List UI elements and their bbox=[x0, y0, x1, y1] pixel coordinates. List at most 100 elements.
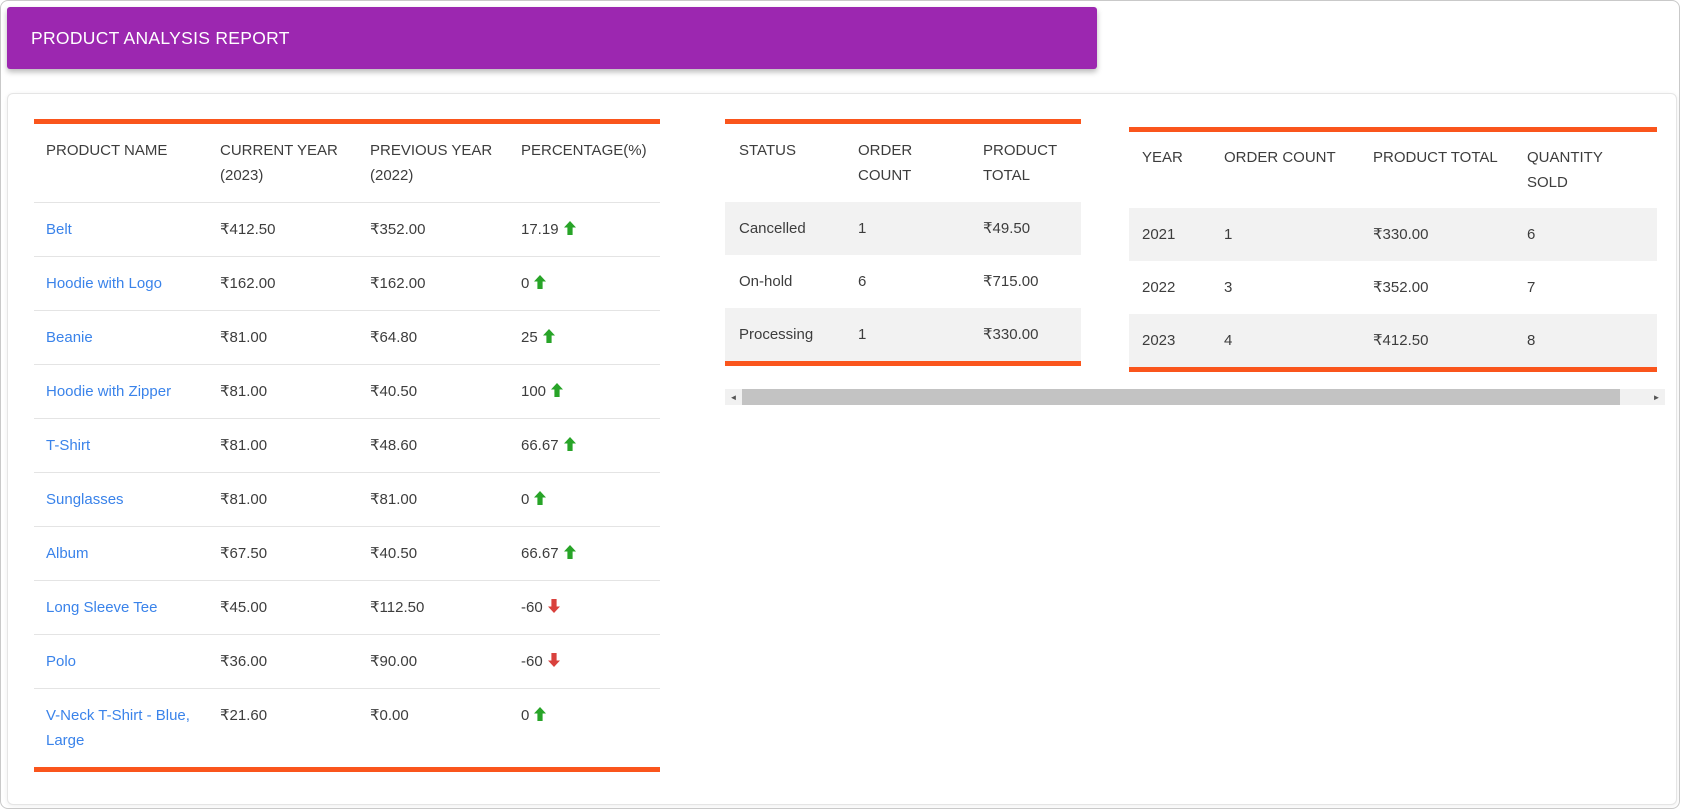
report-banner: PRODUCT ANALYSIS REPORT bbox=[7, 7, 1097, 69]
col-percentage: PERCENTAGE(%) bbox=[521, 142, 647, 159]
content-card: PRODUCT NAME CURRENT YEAR (2023) PREVIOU… bbox=[7, 93, 1677, 805]
product-total-cell: ₹49.50 bbox=[983, 220, 1031, 237]
previous-year-cell: ₹40.50 bbox=[370, 545, 418, 562]
order-count-cell: 1 bbox=[858, 326, 867, 343]
product-link[interactable]: Beanie bbox=[46, 329, 93, 346]
current-year-cell: ₹36.00 bbox=[220, 653, 268, 670]
previous-year-cell: ₹40.50 bbox=[370, 383, 418, 400]
col-year: YEAR bbox=[1142, 149, 1183, 166]
table-row: T-Shirt ₹81.00 ₹48.60 66.67 bbox=[34, 418, 660, 473]
percentage-cell: 66.67 bbox=[509, 527, 660, 581]
table-row: Polo ₹36.00 ₹90.00 -60 bbox=[34, 634, 660, 689]
previous-year-cell: ₹112.50 bbox=[370, 599, 425, 616]
table-row: 2021 1 ₹330.00 6 bbox=[1129, 208, 1657, 261]
order-count-cell: 1 bbox=[858, 220, 867, 237]
scroll-right-icon: ► bbox=[1652, 392, 1661, 402]
product-link[interactable]: Polo bbox=[46, 653, 77, 670]
col-previous-year: PREVIOUS YEAR (2022) bbox=[370, 142, 493, 184]
current-year-cell: ₹162.00 bbox=[220, 275, 276, 292]
table-row: Hoodie with Logo ₹162.00 ₹162.00 0 bbox=[34, 256, 660, 311]
table-header-row: STATUS ORDER COUNT PRODUCT TOTAL bbox=[725, 122, 1081, 203]
table-row: Hoodie with Zipper ₹81.00 ₹40.50 100 bbox=[34, 364, 660, 419]
current-year-cell: ₹81.00 bbox=[220, 329, 268, 346]
table-row: Belt ₹412.50 ₹352.00 17.19 bbox=[34, 202, 660, 257]
product-name-cell: Beanie bbox=[34, 311, 208, 365]
product-total-cell: ₹330.00 bbox=[983, 326, 1039, 343]
year-cell: 2022 bbox=[1142, 279, 1176, 296]
percentage-cell: 0 bbox=[509, 473, 660, 527]
quantity-sold-cell: 7 bbox=[1527, 279, 1536, 296]
percentage-cell: 25 bbox=[509, 311, 660, 365]
table-row: Long Sleeve Tee ₹45.00 ₹112.50 -60 bbox=[34, 580, 660, 635]
product-total-cell: ₹715.00 bbox=[983, 273, 1039, 290]
scrollbar-left-button[interactable]: ◄ bbox=[725, 389, 742, 405]
col-status: STATUS bbox=[739, 142, 796, 159]
product-link[interactable]: Hoodie with Logo bbox=[46, 275, 162, 292]
col-order-count: ORDER COUNT bbox=[858, 142, 913, 184]
product-name-cell: Sunglasses bbox=[34, 473, 208, 527]
col-product-total: PRODUCT TOTAL bbox=[1373, 149, 1498, 166]
previous-year-cell: ₹48.60 bbox=[370, 437, 418, 454]
current-year-cell: ₹21.60 bbox=[220, 707, 268, 724]
percentage-value: 66.67 bbox=[521, 437, 559, 454]
current-year-cell: ₹81.00 bbox=[220, 437, 268, 454]
product-link[interactable]: Sunglasses bbox=[46, 491, 124, 508]
page-title: PRODUCT ANALYSIS REPORT bbox=[31, 27, 290, 48]
previous-year-cell: ₹64.80 bbox=[370, 329, 418, 346]
table-row: Processing 1 ₹330.00 bbox=[725, 308, 1081, 364]
horizontal-scrollbar[interactable]: ◄ ► bbox=[725, 389, 1665, 405]
trend-up-icon bbox=[563, 545, 576, 559]
trend-up-icon bbox=[542, 329, 555, 343]
table-row: Cancelled 1 ₹49.50 bbox=[725, 202, 1081, 255]
current-year-cell: ₹67.50 bbox=[220, 545, 268, 562]
current-year-cell: ₹45.00 bbox=[220, 599, 268, 616]
col-product-total: PRODUCT TOTAL bbox=[983, 142, 1057, 184]
scrollbar-thumb[interactable] bbox=[742, 389, 1620, 405]
status-cell: Processing bbox=[739, 326, 814, 343]
current-year-cell: ₹81.00 bbox=[220, 383, 268, 400]
product-name-cell: Polo bbox=[34, 635, 208, 689]
yearly-summary-table: YEAR ORDER COUNT PRODUCT TOTAL QUANTITY … bbox=[1129, 127, 1657, 372]
percentage-cell: 0 bbox=[509, 257, 660, 311]
percentage-value: 0 bbox=[521, 275, 530, 292]
table-row: 2023 4 ₹412.50 8 bbox=[1129, 314, 1657, 370]
previous-year-cell: ₹90.00 bbox=[370, 653, 418, 670]
percentage-value: 100 bbox=[521, 383, 547, 400]
product-link[interactable]: Long Sleeve Tee bbox=[46, 599, 158, 616]
product-link[interactable]: T-Shirt bbox=[46, 437, 91, 454]
product-name-cell: V-Neck T-Shirt - Blue, Large bbox=[34, 689, 208, 770]
product-link[interactable]: V-Neck T-Shirt - Blue, Large bbox=[46, 707, 190, 749]
previous-year-cell: ₹81.00 bbox=[370, 491, 418, 508]
product-name-cell: Album bbox=[34, 527, 208, 581]
percentage-cell: 17.19 bbox=[509, 203, 660, 257]
product-link[interactable]: Hoodie with Zipper bbox=[46, 383, 172, 400]
col-order-count: ORDER COUNT bbox=[1224, 149, 1336, 166]
percentage-cell: 100 bbox=[509, 365, 660, 419]
scrollbar-right-button[interactable]: ► bbox=[1648, 389, 1665, 405]
percentage-value: 0 bbox=[521, 707, 530, 724]
trend-up-icon bbox=[563, 221, 576, 235]
percentage-value: -60 bbox=[521, 599, 543, 616]
table-header-row: YEAR ORDER COUNT PRODUCT TOTAL QUANTITY … bbox=[1129, 130, 1657, 209]
previous-year-cell: ₹162.00 bbox=[370, 275, 426, 292]
trend-up-icon bbox=[563, 437, 576, 451]
order-count-cell: 6 bbox=[858, 273, 867, 290]
product-comparison-table: PRODUCT NAME CURRENT YEAR (2023) PREVIOU… bbox=[34, 119, 660, 772]
previous-year-cell: ₹352.00 bbox=[370, 221, 426, 238]
percentage-value: 0 bbox=[521, 491, 530, 508]
order-status-table: STATUS ORDER COUNT PRODUCT TOTAL Cancell… bbox=[725, 119, 1081, 366]
percentage-cell: -60 bbox=[509, 581, 660, 635]
table-row: V-Neck T-Shirt - Blue, Large ₹21.60 ₹0.0… bbox=[34, 688, 660, 770]
status-cell: On-hold bbox=[739, 273, 793, 290]
table-header-row: PRODUCT NAME CURRENT YEAR (2023) PREVIOU… bbox=[34, 122, 660, 203]
table-row: Album ₹67.50 ₹40.50 66.67 bbox=[34, 526, 660, 581]
trend-up-icon bbox=[551, 383, 564, 397]
col-product-name: PRODUCT NAME bbox=[46, 142, 168, 159]
product-link[interactable]: Belt bbox=[46, 221, 72, 238]
table-row: Sunglasses ₹81.00 ₹81.00 0 bbox=[34, 472, 660, 527]
order-count-cell: 1 bbox=[1224, 226, 1233, 243]
product-link[interactable]: Album bbox=[46, 545, 89, 562]
percentage-cell: -60 bbox=[509, 635, 660, 689]
trend-up-icon bbox=[534, 707, 547, 721]
year-cell: 2023 bbox=[1142, 332, 1176, 349]
